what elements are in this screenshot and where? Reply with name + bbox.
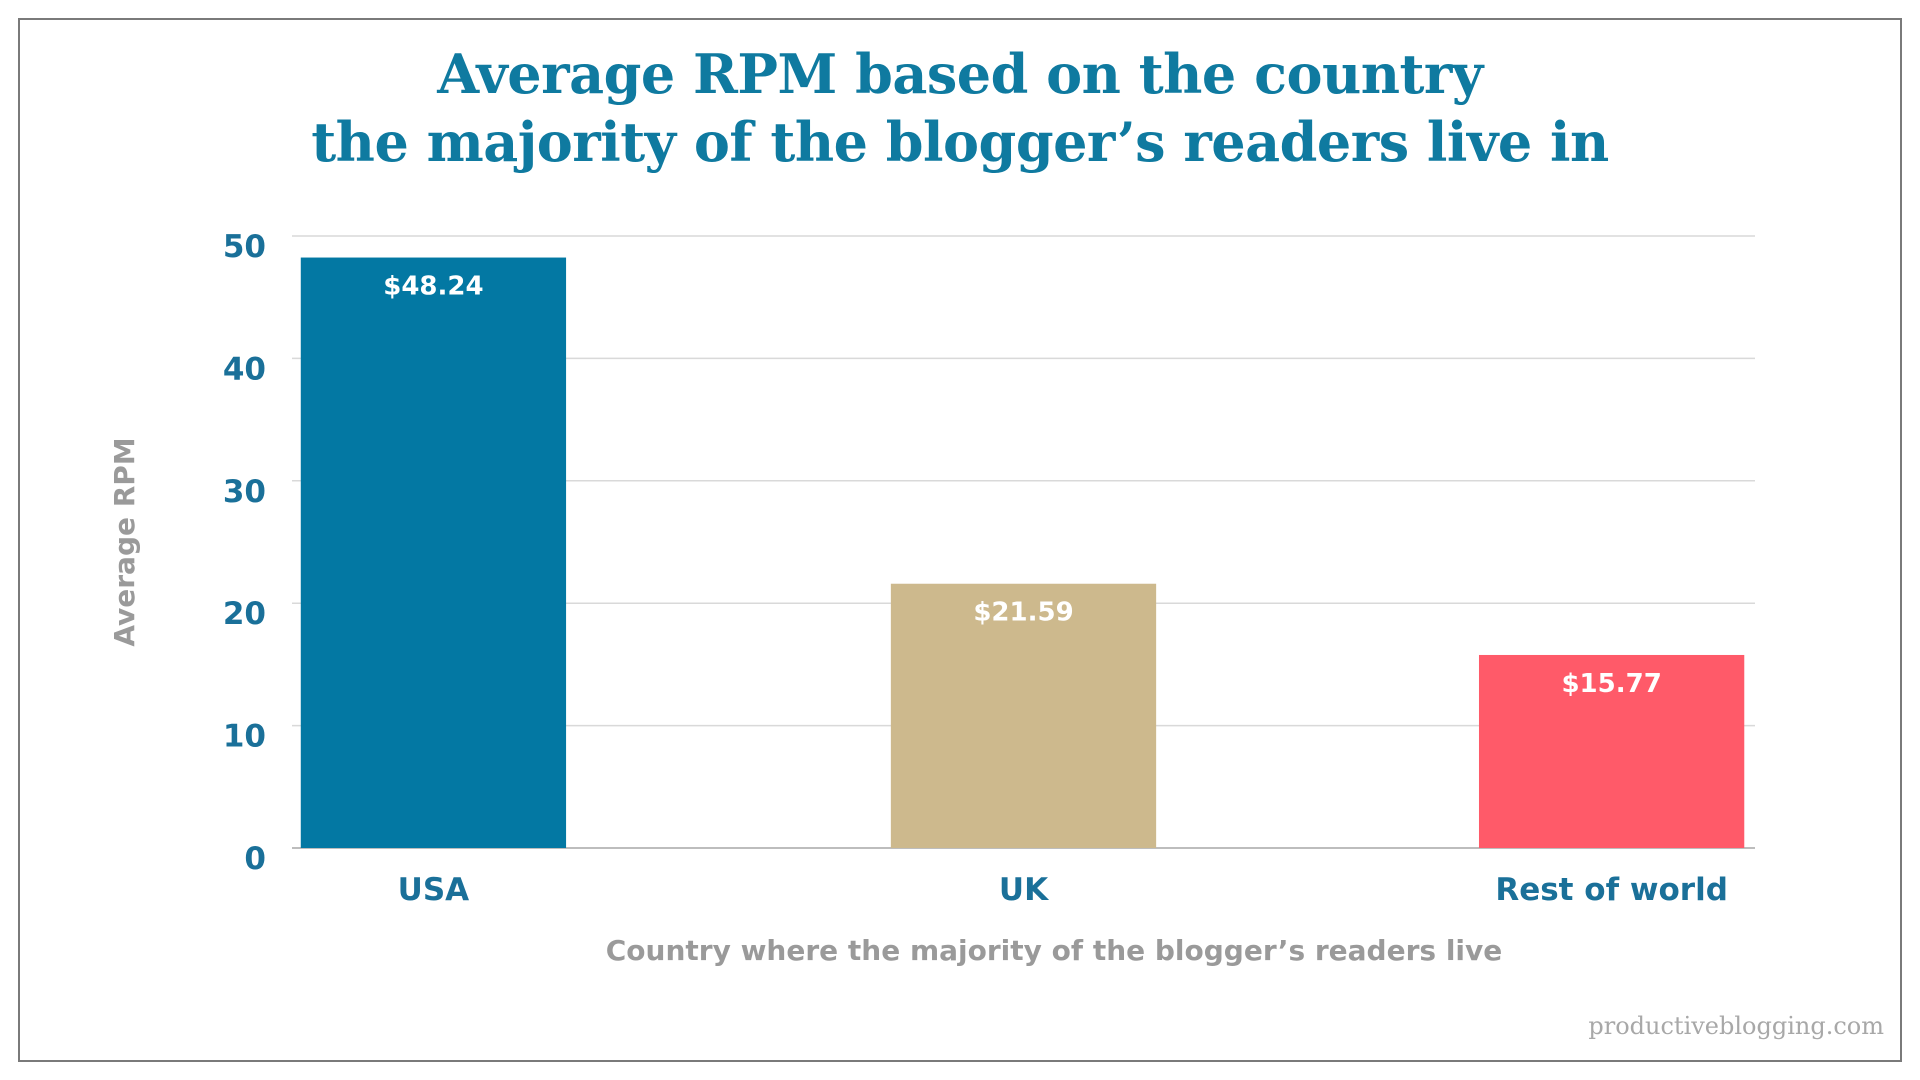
y-tick-label: 30	[223, 474, 266, 510]
bar-uk	[890, 583, 1157, 848]
x-tick-label: USA	[398, 872, 470, 908]
bar-usa	[300, 257, 567, 849]
data-label: $48.24	[383, 272, 483, 302]
y-tick-label: 10	[223, 719, 266, 755]
y-tick-label: 0	[244, 841, 266, 877]
chart-title-line-2: the majority of the blogger’s readers li…	[311, 110, 1609, 174]
bars	[300, 257, 1745, 849]
x-tick-label: Rest of world	[1495, 872, 1728, 908]
data-label: $21.59	[973, 598, 1073, 628]
y-axis-title: Average RPM	[108, 437, 141, 646]
category-labels: USA UK Rest of world	[398, 872, 1728, 908]
x-axis-title: Country where the majority of the blogge…	[606, 934, 1503, 967]
y-tick-label: 20	[223, 596, 266, 632]
data-labels: $48.24 $21.59 $15.77	[383, 272, 1662, 699]
data-label: $15.77	[1561, 669, 1661, 699]
watermark: productiveblogging.com	[1588, 1012, 1884, 1040]
y-tick-label: 50	[223, 229, 266, 265]
chart-title-line-1: Average RPM based on the country	[437, 42, 1483, 106]
y-tick-label: 40	[223, 351, 266, 387]
y-tick-labels: 0 10 20 30 40 50	[223, 229, 266, 877]
bar-rest-of-world	[1478, 654, 1745, 848]
x-tick-label: UK	[999, 872, 1049, 908]
